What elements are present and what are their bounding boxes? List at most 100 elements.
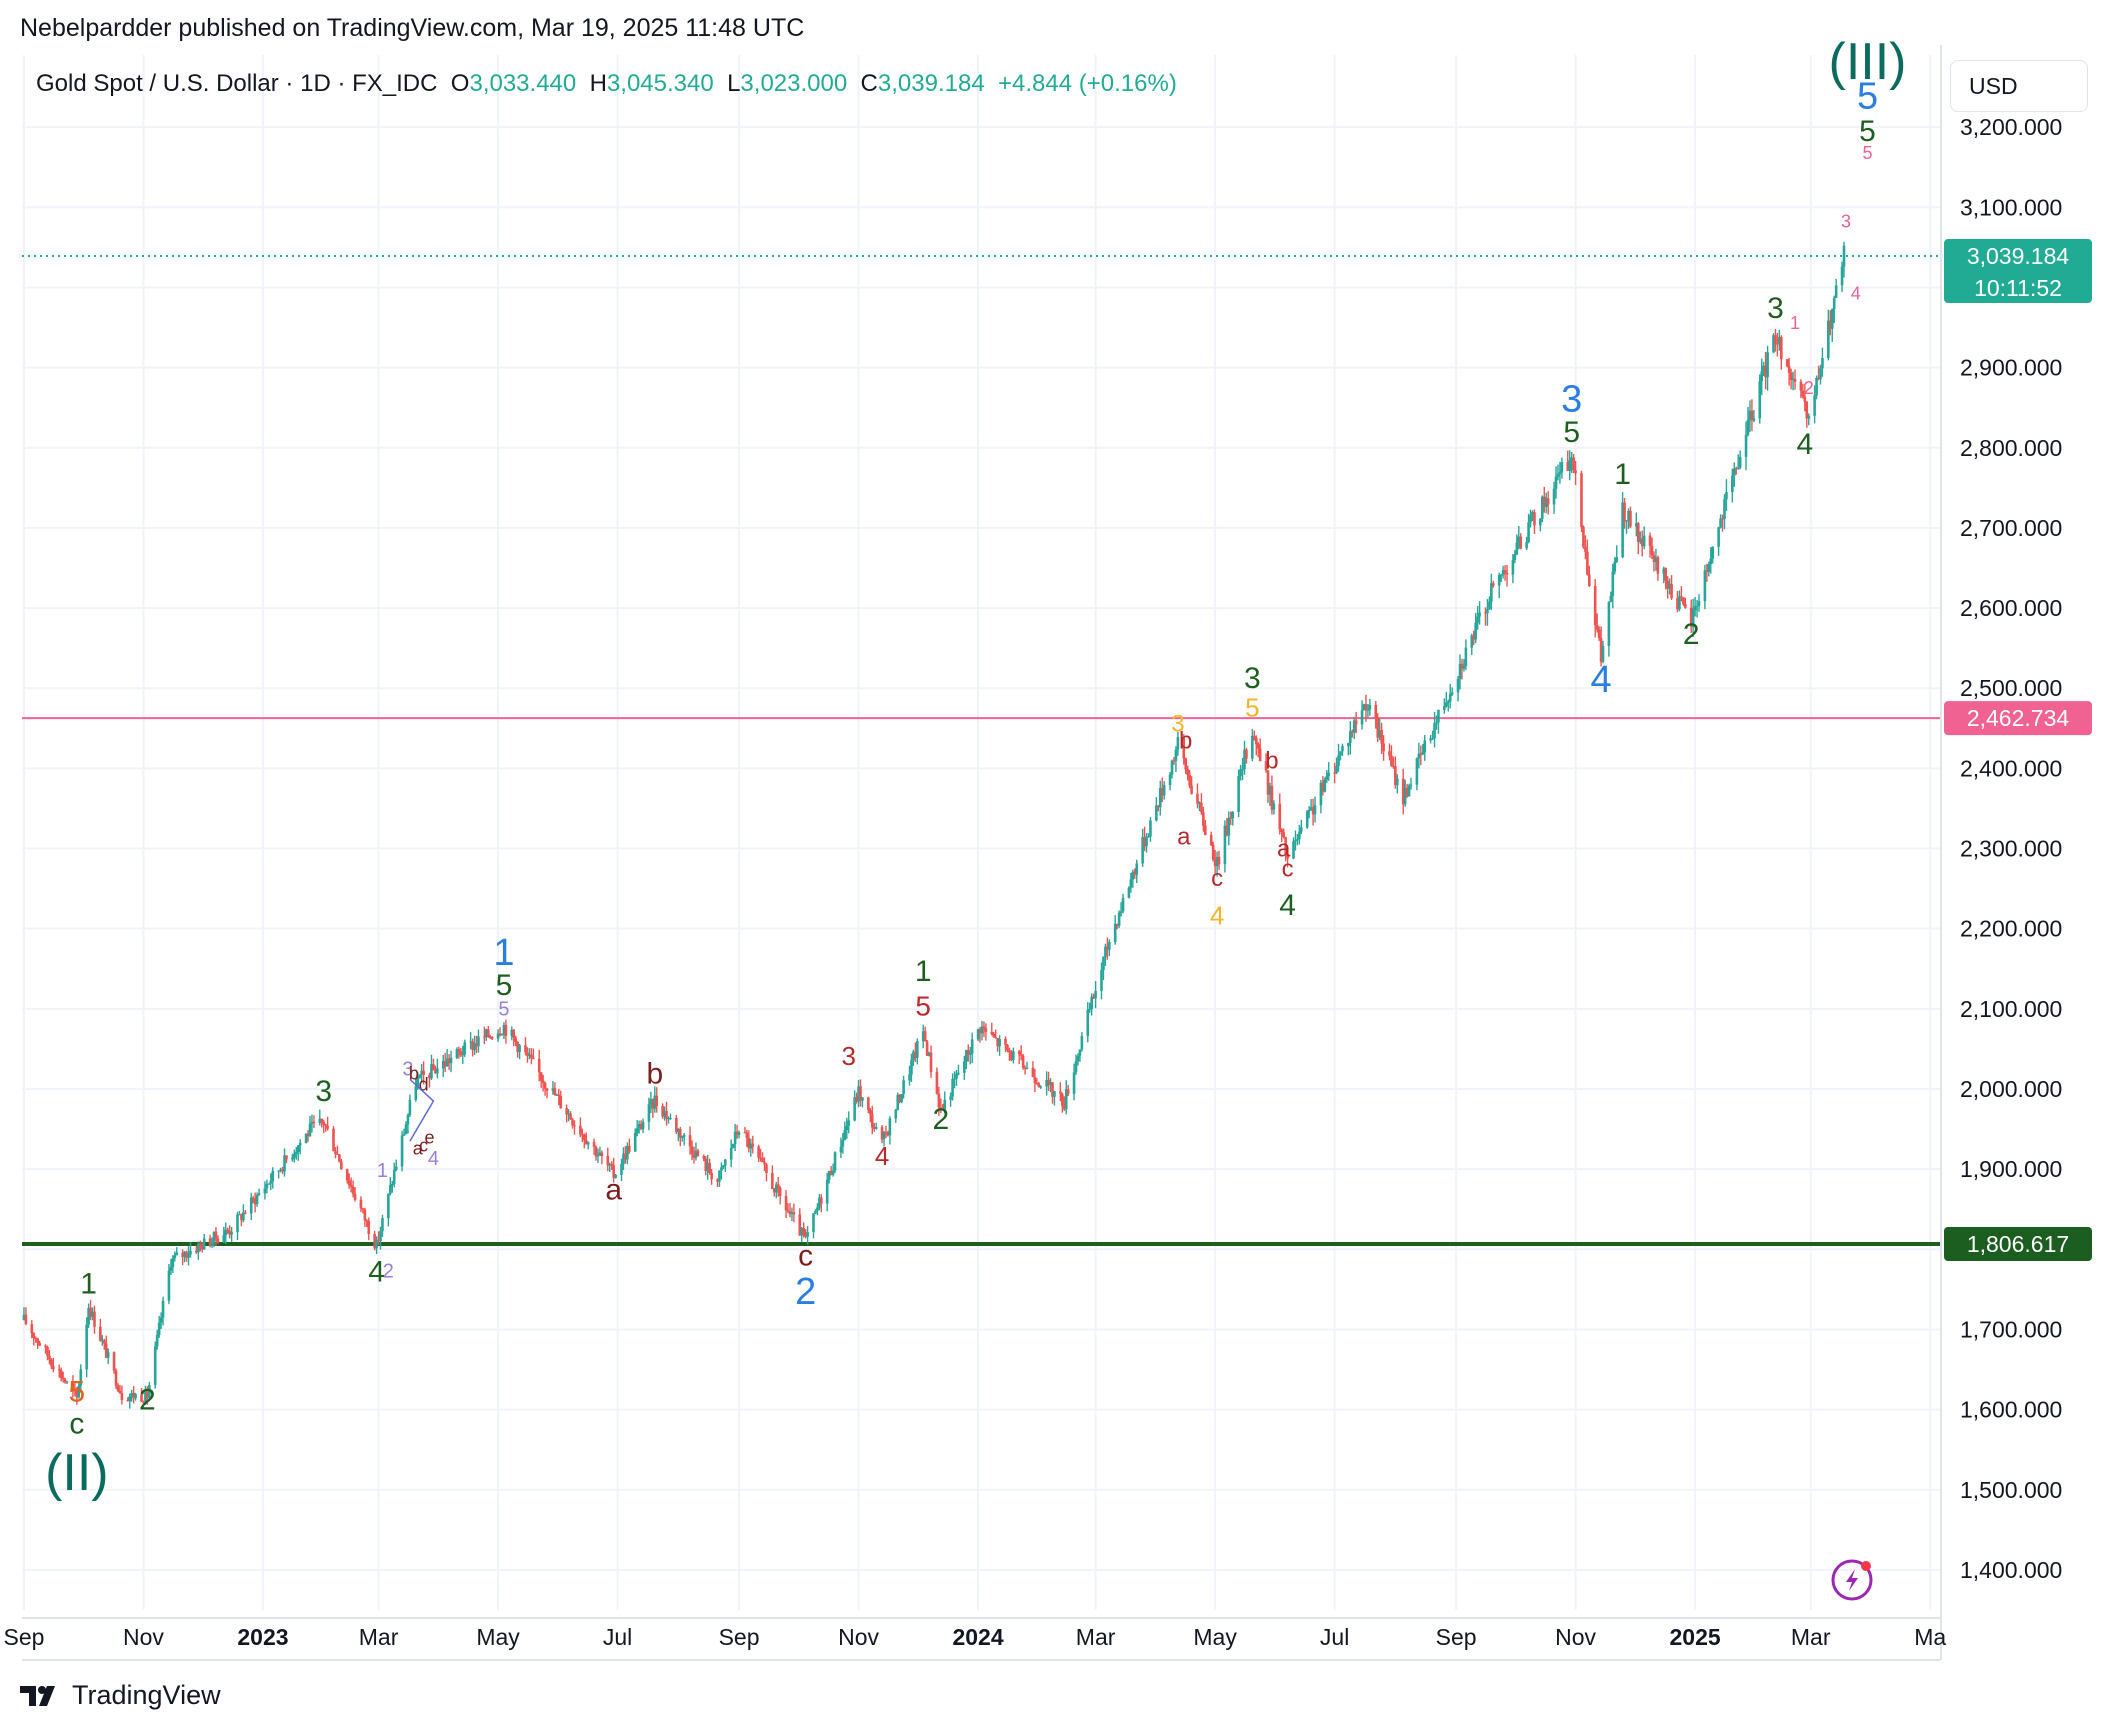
candle-body [1691, 610, 1695, 627]
candle-body [1168, 774, 1172, 785]
candle-body [1117, 912, 1121, 926]
price-tick-label: 2,200.000 [1960, 916, 2062, 942]
candle-body [1272, 803, 1276, 810]
candle-body [968, 1053, 972, 1055]
time-tick-label: May [1193, 1624, 1237, 1650]
candle-body [1149, 820, 1152, 837]
candle-body [1719, 518, 1722, 528]
candle-body [555, 1094, 559, 1096]
candle-body [1648, 535, 1652, 546]
candle-body [126, 1399, 130, 1402]
price-tick-label: 1,900.000 [1960, 1156, 2062, 1182]
candle-body [628, 1145, 631, 1152]
tradingview-logo[interactable]: TradingView [20, 1680, 221, 1711]
candle-body [63, 1379, 67, 1383]
candle-body [661, 1105, 664, 1117]
candle-body [1744, 434, 1748, 457]
horizontal-lines [22, 255, 1940, 1247]
candle-body [1586, 551, 1589, 575]
candle-body [1162, 784, 1166, 796]
candle-body [649, 1099, 653, 1105]
candle-body [1513, 554, 1517, 561]
publisher-caption: Nebelpardder published on TradingView.co… [20, 14, 805, 42]
candle-body [1066, 1089, 1070, 1094]
candle-body [1625, 520, 1628, 522]
candle-body [1593, 585, 1597, 626]
candle-body [731, 1143, 735, 1148]
wave-label: 1 [915, 955, 932, 988]
candle-body [420, 1070, 423, 1075]
candle-body [345, 1169, 349, 1181]
candle-body [443, 1061, 447, 1067]
candle-body [361, 1208, 365, 1210]
candle-body [130, 1392, 134, 1397]
candle-body [1484, 612, 1487, 614]
candle-body [1325, 775, 1329, 780]
candle-body [1552, 488, 1556, 505]
candle-body [1147, 836, 1150, 838]
candle-body [704, 1158, 708, 1172]
candle-body [1437, 709, 1440, 723]
candle-body [32, 1333, 36, 1338]
candle-body [1736, 467, 1740, 469]
candle-body [44, 1345, 47, 1348]
candle-body [375, 1239, 378, 1249]
lightning-icon[interactable] [1831, 1559, 1873, 1601]
candle-body [937, 1093, 941, 1108]
candle-body [265, 1183, 269, 1189]
wave-label: 1 [1614, 458, 1631, 491]
candle-body [586, 1142, 590, 1145]
candle-body [825, 1179, 829, 1204]
candle-body [269, 1181, 273, 1184]
candle-body [1828, 320, 1832, 329]
candle-body [965, 1050, 968, 1062]
candle-body [1158, 788, 1162, 808]
candle-body [1008, 1050, 1011, 1053]
candle-body [1832, 297, 1836, 310]
candle-body [469, 1041, 472, 1043]
currency-button[interactable]: USD [1950, 60, 2088, 112]
candle-body [1503, 570, 1507, 573]
candle-body [1388, 751, 1391, 756]
candle-body [663, 1111, 666, 1117]
candle-body [545, 1088, 549, 1091]
time-tick-label: Mar [1791, 1624, 1831, 1650]
candle-body [112, 1352, 116, 1371]
high-label: H [589, 70, 607, 97]
candle-body [34, 1337, 38, 1339]
candle-body [966, 1050, 970, 1055]
candle-body [861, 1097, 864, 1101]
candle-body [1119, 911, 1123, 913]
candle-body [1309, 807, 1313, 810]
wave-label: 3 [1841, 211, 1851, 231]
candle-body [89, 1307, 92, 1317]
candle-body [696, 1150, 700, 1157]
time-tick-label: Jul [1320, 1624, 1349, 1650]
candle-body [1021, 1055, 1025, 1068]
candle-body [1352, 720, 1356, 733]
candle-body [1676, 598, 1679, 610]
candle-body [743, 1132, 747, 1134]
candle-body [1419, 753, 1423, 755]
candle-body [414, 1086, 418, 1100]
candle-body [1443, 706, 1446, 710]
candle-body [912, 1051, 915, 1061]
candle-body [1515, 542, 1519, 555]
candle-body [142, 1401, 145, 1403]
candle-body [1707, 564, 1711, 573]
candle-body [1776, 343, 1779, 345]
candle-body [910, 1060, 913, 1075]
candle-body [896, 1094, 900, 1110]
candle-body [1635, 523, 1638, 527]
candle-body [1347, 743, 1350, 747]
candle-body [606, 1156, 610, 1166]
candle-body [338, 1154, 341, 1162]
candle-body [802, 1228, 805, 1236]
candle-body [457, 1049, 461, 1052]
candle-body [982, 1026, 986, 1029]
candle-body [1104, 946, 1107, 957]
candle-body [1460, 663, 1464, 669]
candle-body [392, 1170, 396, 1184]
candle-body [1566, 462, 1570, 471]
